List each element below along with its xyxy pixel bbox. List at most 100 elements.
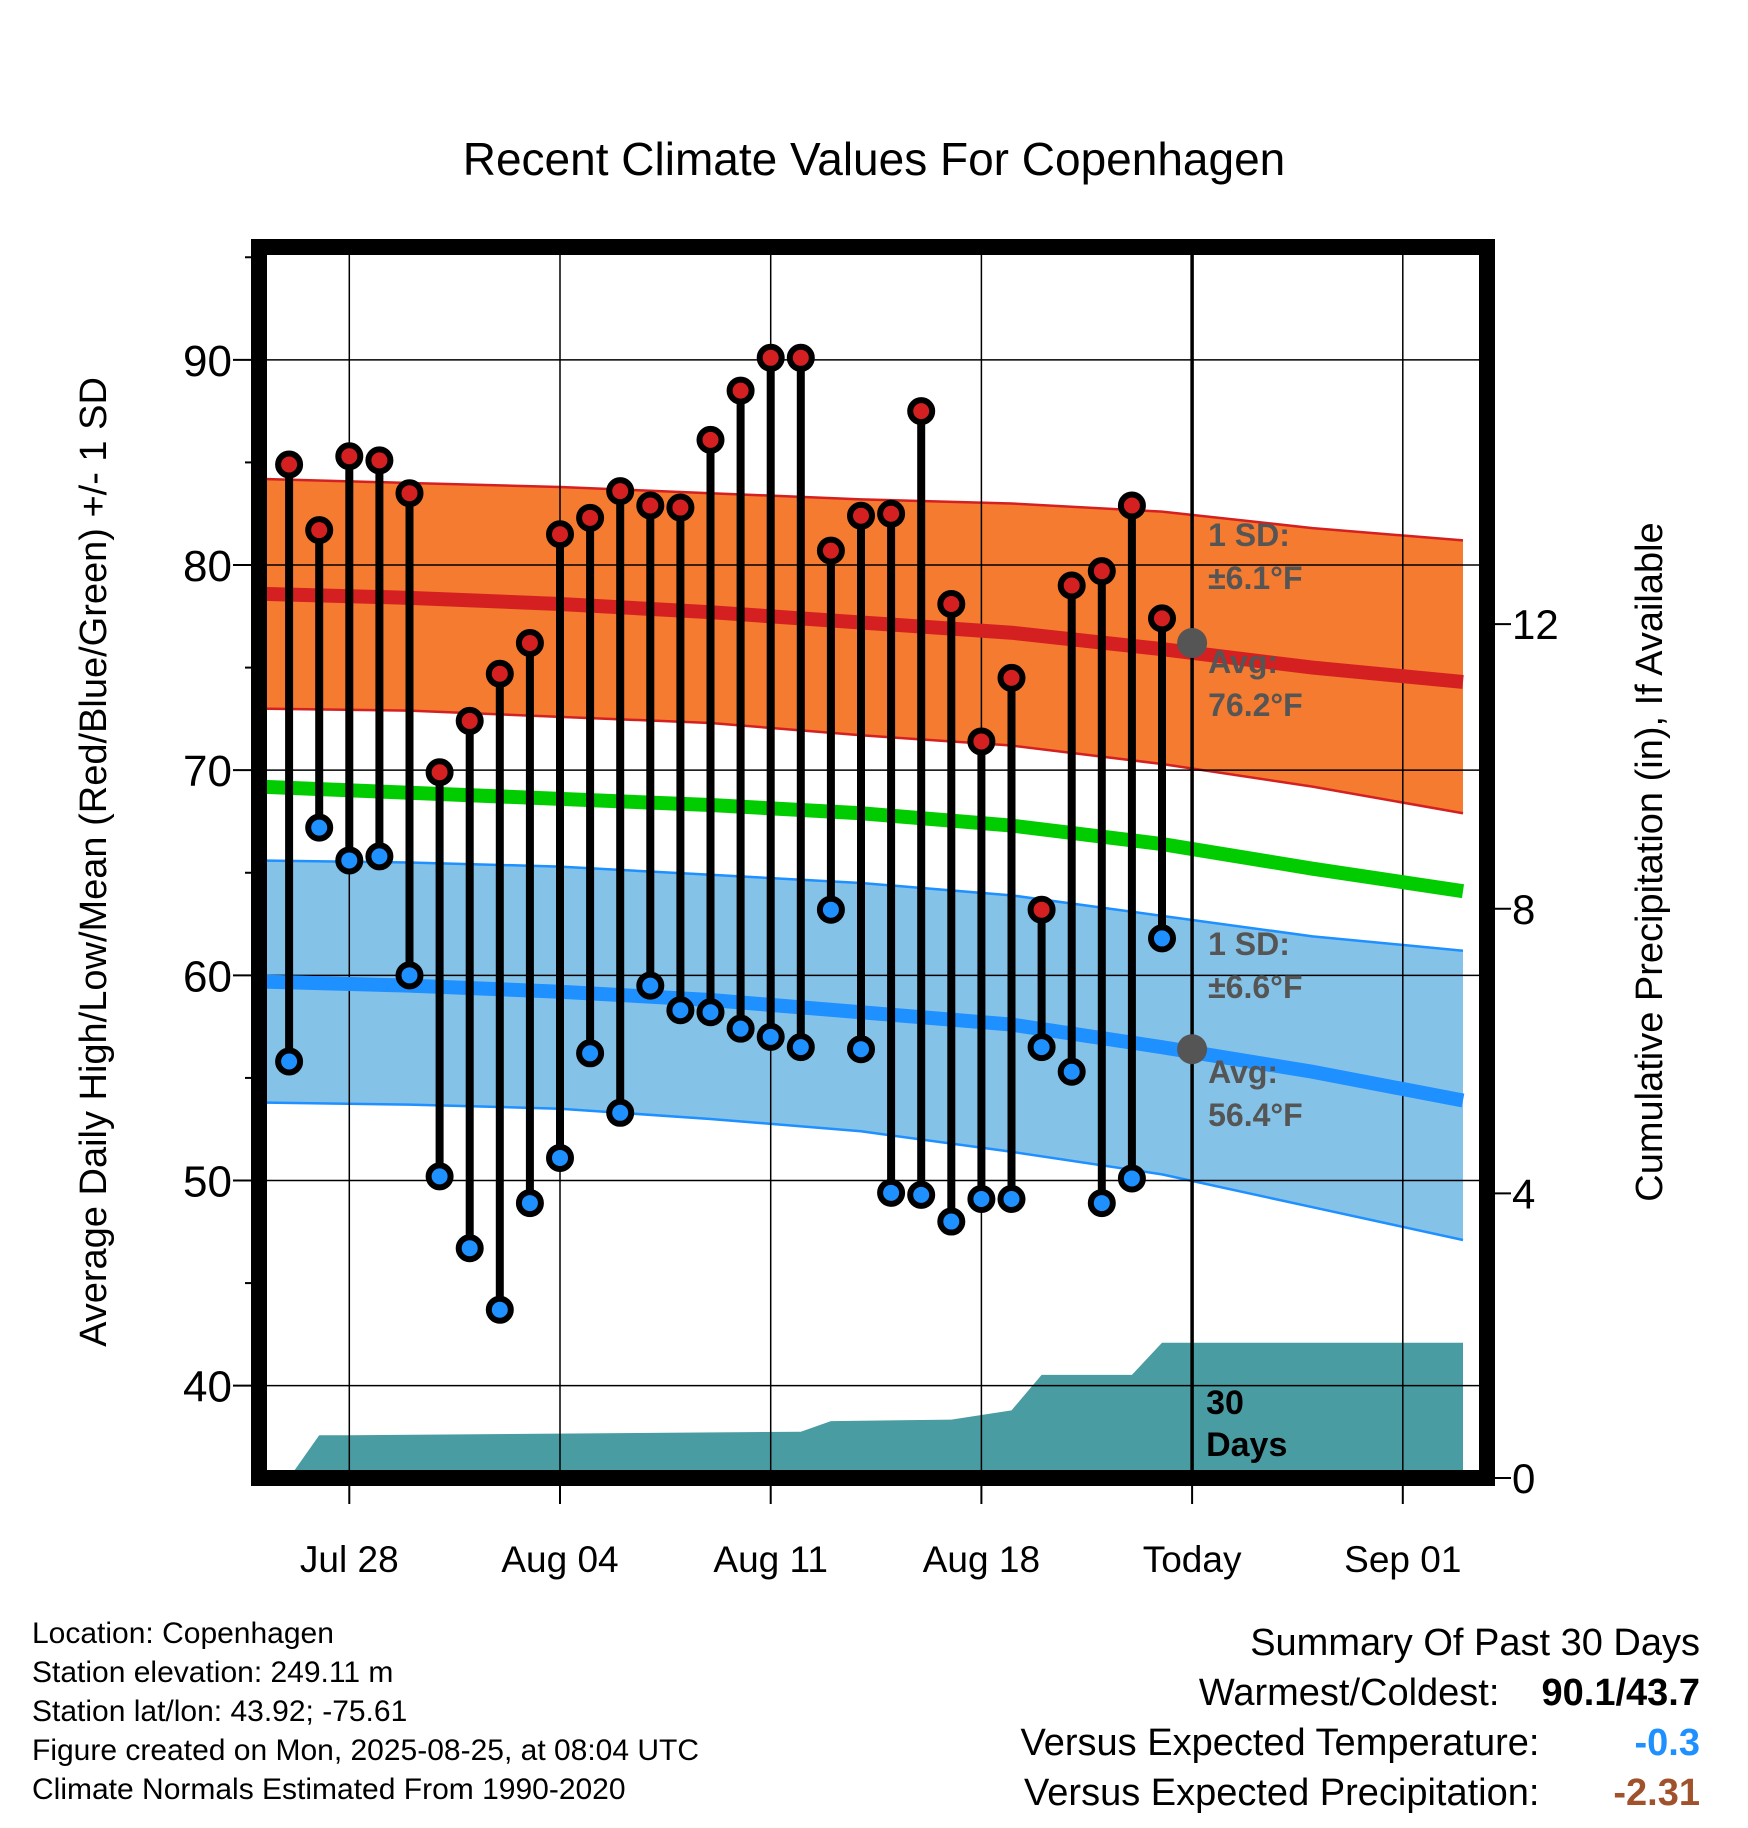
low-point [967,1184,996,1213]
high-point [726,376,755,405]
y2-tick-label: 4 [1512,1170,1535,1217]
low-point [1057,1057,1086,1086]
low-point [756,1022,785,1051]
temp-label: Versus Expected Temperature: [1020,1722,1540,1764]
low-point [666,996,695,1025]
x-tick-label: Aug 18 [923,1539,1040,1580]
created-text: Figure created on Mon, 2025-08-25, at 08… [32,1734,700,1767]
low-sd-label: 1 SD: [1208,926,1290,962]
elevation-text: Station elevation: 249.11 m [32,1656,394,1689]
low-point [515,1189,544,1218]
high-point [696,425,725,454]
y-tick-label: 70 [183,747,232,796]
high-avg-value: 76.2°F [1208,687,1303,723]
x-tick-label: Aug 11 [713,1539,828,1580]
low-point [1148,924,1176,953]
high-point [606,477,635,506]
high-point [967,727,996,756]
y2-tick-label: 8 [1512,886,1535,933]
low-point [1117,1164,1146,1193]
y2-tick-label: 0 [1512,1455,1535,1502]
low-point [275,1047,304,1076]
y-tick-label: 50 [183,1158,232,1207]
low-point [816,895,845,924]
high-point [335,442,364,471]
summary-temp-row: Versus Expected Temperature: -0.3 [840,1718,1700,1768]
high-avg-marker [1177,627,1208,658]
low-sd-value: ±6.6°F [1208,969,1302,1005]
high-point [1148,604,1176,633]
low-avg-marker [1177,1034,1208,1065]
high-point [1027,895,1056,924]
high-avg-label: Avg: [1208,644,1278,680]
y-axis-label: Average Daily High/Low/Mean (Red/Blue/Gr… [73,377,115,1347]
station-info: Location: Copenhagen Station elevation: … [32,1614,852,1809]
summary-warm-cold-row: Warmest/Coldest: 90.1/43.7 [840,1668,1700,1718]
high-point [937,589,966,618]
summary-precip-row: Versus Expected Precipitation: -2.31 [840,1768,1700,1818]
x-tick-label: Today [1143,1539,1242,1580]
days-word: Days [1206,1426,1287,1464]
high-point [515,628,544,657]
y2-axis-label: Cumulative Precipitation (in), If Availa… [1629,522,1671,1201]
high-point [455,706,484,735]
plot-area [259,247,1487,1478]
low-point [485,1295,514,1324]
warm-cold-value: 90.1/43.7 [1541,1672,1700,1714]
location-text: Location: Copenhagen [32,1617,334,1650]
high-point [1057,571,1086,600]
low-lower-edge [259,1101,1464,1242]
y-tick-label: 80 [183,542,232,591]
high-point [425,758,454,787]
low-point [546,1143,574,1172]
low-avg-value: 56.4°F [1208,1097,1303,1133]
chart-title: Recent Climate Values For Copenhagen [463,133,1286,185]
x-tick-label: Jul 28 [300,1539,399,1580]
low-point [455,1234,484,1263]
high-point [877,499,906,528]
high-point [756,343,785,372]
x-tick-label: Aug 04 [501,1539,618,1580]
normals-text: Climate Normals Estimated From 1990-2020 [32,1773,626,1806]
low-point [696,998,725,1027]
latlon-text: Station lat/lon: 43.92; -75.61 [32,1695,408,1728]
high-point [1117,491,1146,520]
high-point [365,446,394,475]
temp-value: -0.3 [1634,1722,1700,1764]
low-point [636,971,665,1000]
low-point [365,842,394,871]
low-point [335,846,364,875]
summary-panel: Summary Of Past 30 Days Warmest/Coldest:… [840,1618,1700,1818]
y-tick-label: 60 [183,952,232,1001]
low-point [425,1162,454,1191]
low-point [877,1178,906,1207]
high-point [997,663,1026,692]
low-point [997,1184,1026,1213]
high-point [786,343,815,372]
warm-cold-label: Warmest/Coldest: [1198,1672,1500,1714]
low-point [847,1035,875,1064]
summary-title: Summary Of Past 30 Days [1250,1622,1700,1664]
low-point [907,1180,936,1209]
low-point [305,813,334,842]
high-point [576,503,605,532]
high-point [847,501,875,530]
plot-frame [251,239,1495,1486]
days-number: 30 [1206,1384,1244,1422]
precip-label: Versus Expected Precipitation: [1024,1772,1540,1814]
high-sd-label: 1 SD: [1208,517,1290,553]
high-point [816,536,845,565]
low-point [726,1014,755,1043]
low-point [1027,1033,1056,1062]
precip-value: -2.31 [1613,1772,1700,1814]
high-point [666,493,695,522]
low-point [786,1033,815,1062]
low-point [606,1098,635,1127]
high-upper-edge [259,477,1464,542]
climate-chart: 1 SD: ±6.1°F Avg: 76.2°F 1 SD: ±6.6°F Avg: 56.4… [73,133,1671,1610]
low-point [1087,1189,1116,1218]
x-tick-label: Sep 01 [1344,1539,1461,1580]
y-tick-label: 40 [183,1363,232,1412]
low-point [395,961,424,990]
y2-tick-label: 12 [1512,601,1559,648]
